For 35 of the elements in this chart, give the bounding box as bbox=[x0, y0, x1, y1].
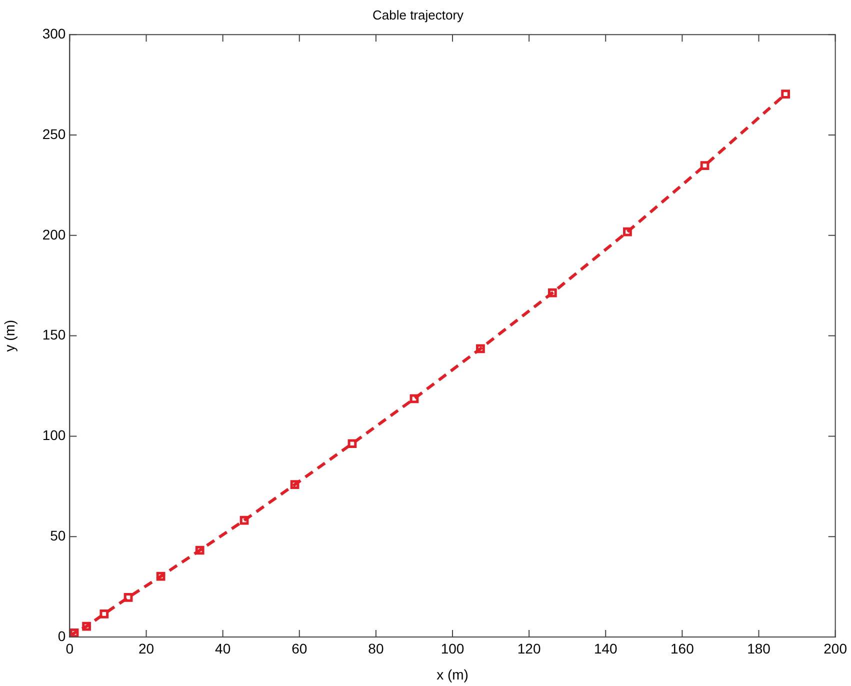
x-tick-label: 100 bbox=[440, 640, 464, 656]
y-tick-label: 300 bbox=[42, 25, 66, 42]
x-tick-label: 160 bbox=[670, 640, 694, 656]
point bbox=[781, 90, 790, 98]
y-tick-label: 150 bbox=[42, 326, 66, 343]
point bbox=[410, 394, 419, 404]
x-tick-label: 140 bbox=[594, 640, 618, 656]
y-tick-label: 200 bbox=[42, 226, 66, 242]
x-tick-label: 200 bbox=[824, 640, 848, 656]
point bbox=[70, 628, 79, 637]
x-tick-label: 60 bbox=[292, 640, 308, 656]
y-tick-label: 50 bbox=[50, 527, 66, 544]
x-tick-label: 20 bbox=[138, 640, 154, 656]
point bbox=[476, 344, 485, 354]
x-tick-label: 80 bbox=[368, 640, 384, 656]
point bbox=[700, 161, 710, 170]
y-tick-label: 0 bbox=[58, 628, 66, 644]
point bbox=[290, 480, 300, 490]
point bbox=[195, 546, 204, 555]
point bbox=[124, 593, 133, 602]
point bbox=[623, 227, 632, 236]
point bbox=[548, 288, 557, 298]
point bbox=[100, 609, 109, 618]
chart-title: Cable trajectory bbox=[372, 7, 464, 22]
y-tick-label: 100 bbox=[42, 427, 66, 444]
y-tick-label: 250 bbox=[42, 126, 66, 142]
point bbox=[156, 572, 166, 581]
point bbox=[82, 622, 91, 631]
x-tick-label: 120 bbox=[517, 640, 541, 656]
point bbox=[348, 439, 357, 448]
point bbox=[240, 516, 249, 525]
y-axis-title: y (m) bbox=[1, 320, 18, 352]
x-axis-title: x (m) bbox=[436, 666, 468, 682]
x-tick-label: 40 bbox=[215, 640, 231, 656]
x-tick-label: 180 bbox=[747, 640, 771, 656]
